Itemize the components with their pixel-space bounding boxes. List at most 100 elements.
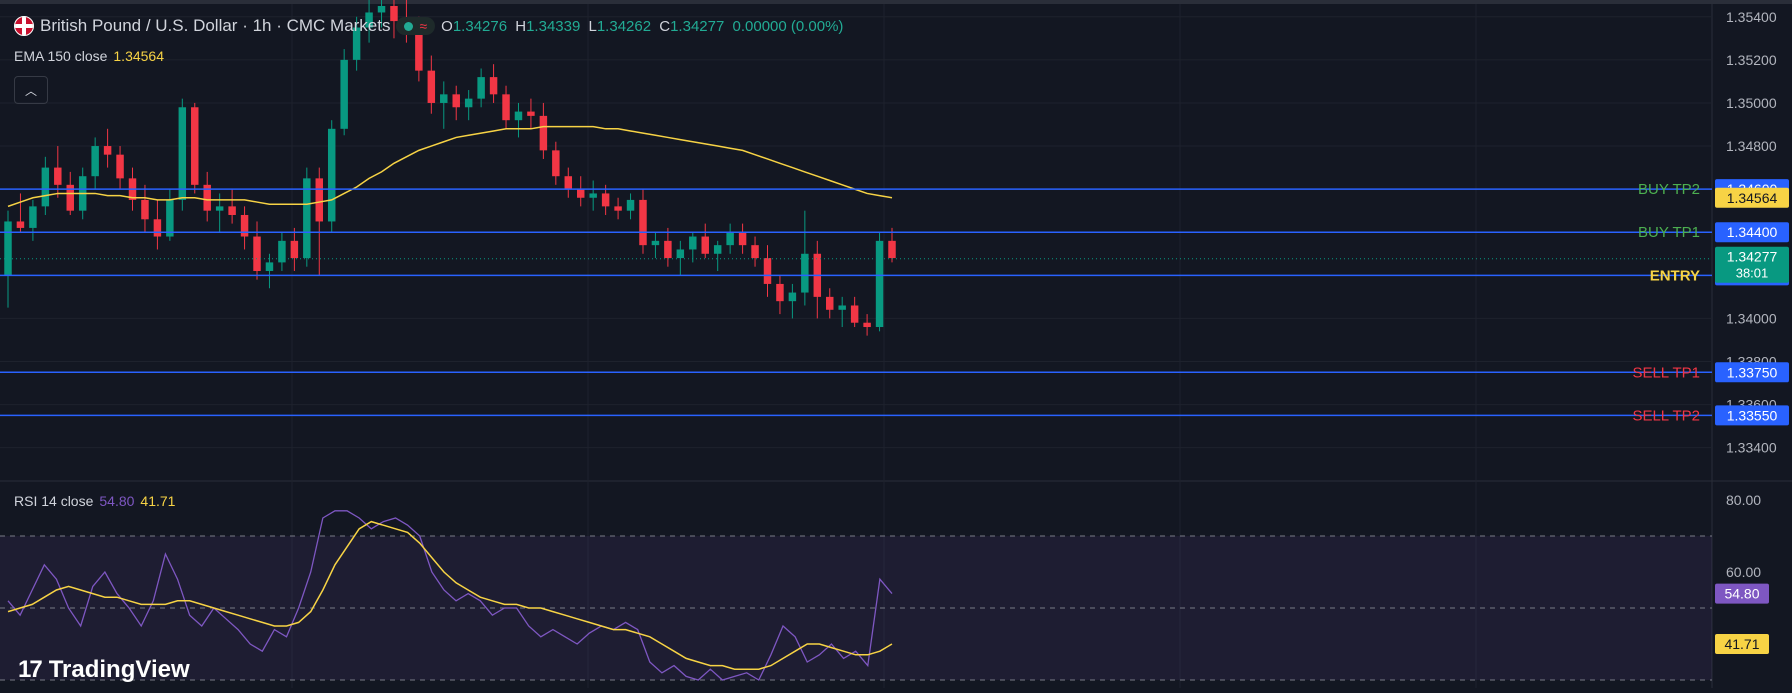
candle-body bbox=[41, 167, 50, 207]
candle-body bbox=[701, 236, 709, 254]
rsi-value-badge-text: 54.80 bbox=[1724, 586, 1759, 602]
tradingview-logo[interactable]: 17 TradingView bbox=[18, 656, 190, 684]
candle-body bbox=[713, 245, 722, 254]
candle-body bbox=[278, 240, 286, 263]
candle-body bbox=[502, 94, 510, 121]
rsi-legend[interactable]: RSI 14 close 54.80 41.71 bbox=[14, 493, 175, 509]
ohlc-close-value: 1.34277 bbox=[670, 17, 725, 35]
ohlc-readout: O1.34276 H1.34339 L1.34262 C1.34277 0.00… bbox=[441, 18, 843, 35]
level-price-text: 1.34400 bbox=[1727, 224, 1778, 240]
candle-body bbox=[141, 199, 149, 220]
top-border bbox=[0, 0, 1792, 4]
rsi-band-fill bbox=[0, 536, 1712, 680]
rsi-line bbox=[7, 510, 893, 681]
candle-body bbox=[240, 214, 249, 237]
level-price-badge bbox=[1715, 405, 1789, 426]
last-price-badge bbox=[1715, 246, 1789, 283]
candle-body bbox=[689, 236, 697, 250]
ema-150-line bbox=[7, 125, 893, 208]
candle-body bbox=[116, 154, 124, 179]
candle-body bbox=[228, 206, 236, 215]
price-tick-label: 1.35000 bbox=[1726, 95, 1777, 111]
symbol-legend: British Pound / U.S. Dollar · 1h · CMC M… bbox=[14, 16, 843, 36]
candle-body bbox=[676, 249, 685, 259]
candle-body bbox=[340, 59, 348, 129]
candle-body bbox=[838, 305, 846, 310]
candle-body bbox=[303, 178, 311, 259]
level-price-text: 1.33750 bbox=[1727, 364, 1778, 380]
ohlc-open-value: 1.34276 bbox=[452, 17, 508, 35]
level-price-badge bbox=[1715, 222, 1789, 243]
market-open-dot-icon bbox=[404, 21, 414, 31]
candle-body bbox=[390, 6, 398, 22]
countdown-text: 38:01 bbox=[1736, 266, 1769, 281]
rsi-ma-value-badge bbox=[1715, 634, 1769, 654]
candle-body bbox=[863, 322, 871, 328]
candle-body bbox=[751, 245, 759, 259]
candle-body bbox=[527, 111, 535, 116]
candle-body bbox=[4, 221, 12, 276]
market-status-pill[interactable]: ≈ bbox=[396, 17, 436, 35]
candle-body bbox=[377, 6, 386, 13]
ema-value: 1.34564 bbox=[113, 48, 164, 64]
ohlc-high-label: H bbox=[515, 17, 527, 35]
candle-body bbox=[153, 219, 162, 237]
ema-label: EMA 150 close bbox=[14, 48, 108, 64]
wave-icon: ≈ bbox=[419, 18, 428, 34]
candle-body bbox=[16, 221, 25, 228]
level-label: BUY TP2 bbox=[1638, 181, 1700, 198]
ema-legend[interactable]: EMA 150 close 1.34564 bbox=[14, 48, 164, 64]
candle-body bbox=[415, 34, 423, 71]
symbol-title[interactable]: British Pound / U.S. Dollar · 1h · CMC M… bbox=[40, 16, 391, 35]
rsi-tick-label: 60.00 bbox=[1726, 564, 1761, 580]
candle-body bbox=[290, 240, 299, 259]
candle-body bbox=[576, 189, 585, 198]
gbp-usd-flag-icon bbox=[14, 16, 34, 36]
candle-body bbox=[564, 176, 573, 190]
logo-text: TradingView bbox=[48, 656, 190, 683]
candle-body bbox=[166, 199, 174, 237]
rsi-ma-badge-text: 41.71 bbox=[1724, 636, 1759, 652]
candle-body bbox=[826, 296, 834, 310]
ema-price-badge bbox=[1715, 187, 1789, 208]
level-price-text: 1.33550 bbox=[1727, 407, 1778, 423]
candle-body bbox=[327, 128, 336, 222]
rsi-ma-line bbox=[7, 520, 893, 670]
candle-body bbox=[738, 232, 747, 246]
ohlc-close-label: C bbox=[659, 17, 671, 35]
candle-body bbox=[215, 206, 224, 211]
candle-body bbox=[614, 206, 622, 211]
collapse-legend-button[interactable]: ︿ bbox=[14, 76, 48, 104]
candle-body bbox=[788, 292, 797, 302]
tradingview-logo-icon: 17 bbox=[18, 656, 43, 683]
level-price-badge bbox=[1715, 362, 1789, 383]
level-label: BUY TP1 bbox=[1638, 224, 1700, 241]
candle-body bbox=[352, 27, 361, 60]
rsi-value: 54.80 bbox=[99, 493, 135, 509]
level-label: ENTRY bbox=[1650, 267, 1700, 284]
rsi-tick-label: 80.00 bbox=[1726, 492, 1761, 508]
candle-body bbox=[639, 199, 647, 246]
ohlc-low-label: L bbox=[588, 17, 597, 35]
price-tick-label: 1.33400 bbox=[1726, 440, 1777, 456]
ema-price-text: 1.34564 bbox=[1727, 190, 1778, 206]
candle-body bbox=[315, 178, 324, 222]
candle-body bbox=[489, 77, 498, 95]
candle-body bbox=[203, 184, 211, 211]
candle-body bbox=[801, 253, 809, 293]
level-label: SELL TP2 bbox=[1632, 407, 1700, 424]
candle-body bbox=[265, 262, 274, 272]
price-tick-label: 1.35400 bbox=[1726, 9, 1777, 25]
candle-body bbox=[589, 193, 597, 198]
candle-body bbox=[66, 184, 74, 211]
candle-body bbox=[664, 240, 672, 259]
candle-body bbox=[253, 236, 261, 272]
price-tick-label: 1.34800 bbox=[1726, 138, 1777, 154]
candle-body bbox=[601, 193, 610, 207]
candle-body bbox=[726, 232, 734, 246]
candle-body bbox=[452, 94, 460, 108]
chevron-up-icon: ︿ bbox=[24, 83, 37, 98]
rsi-value-badge bbox=[1715, 583, 1769, 604]
